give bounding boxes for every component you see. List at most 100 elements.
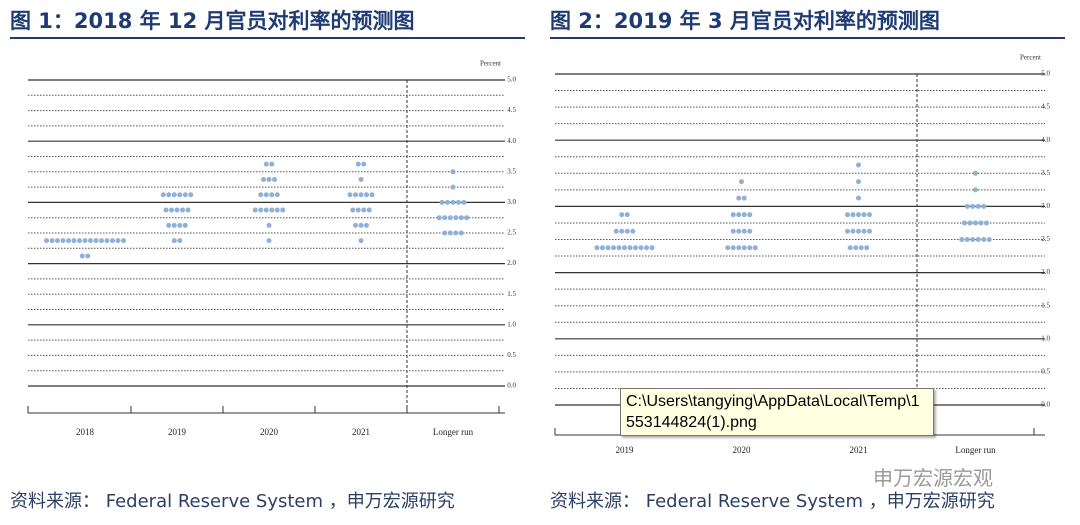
dot bbox=[115, 238, 121, 244]
dot bbox=[984, 220, 989, 226]
dot bbox=[79, 253, 85, 259]
dot bbox=[970, 203, 976, 209]
y-tick-label: 4.5 bbox=[507, 106, 516, 114]
y-tick-label: 1.0 bbox=[1041, 334, 1050, 342]
dot bbox=[174, 207, 180, 213]
dot bbox=[967, 220, 973, 226]
dot bbox=[613, 228, 619, 234]
dot bbox=[853, 245, 859, 251]
x-tick-label: 2019 bbox=[168, 427, 187, 437]
dot bbox=[263, 192, 269, 198]
dot bbox=[171, 222, 177, 228]
dot bbox=[280, 207, 286, 213]
dot bbox=[185, 207, 191, 213]
watermark: 申万宏源宏观 bbox=[873, 466, 993, 490]
dot bbox=[182, 222, 188, 228]
dot bbox=[730, 212, 736, 218]
dot bbox=[978, 220, 984, 226]
y-tick-label: 1.0 bbox=[507, 320, 516, 328]
dot bbox=[55, 238, 60, 244]
x-tick-label: 2020 bbox=[733, 445, 752, 455]
dot bbox=[864, 245, 870, 251]
dot bbox=[986, 237, 992, 242]
dot bbox=[121, 238, 126, 244]
y-tick-label: 2.5 bbox=[1041, 235, 1050, 243]
dot bbox=[450, 184, 456, 190]
dot bbox=[272, 176, 277, 182]
dot bbox=[366, 207, 372, 213]
dot bbox=[169, 207, 174, 213]
dot bbox=[450, 169, 456, 175]
dot bbox=[845, 212, 850, 218]
x-tick-label: 2018 bbox=[76, 427, 95, 437]
dot bbox=[361, 161, 367, 167]
dot bbox=[266, 176, 272, 182]
dot bbox=[177, 238, 183, 244]
dot bbox=[856, 228, 861, 234]
dot bbox=[856, 162, 861, 168]
dot bbox=[464, 215, 470, 221]
x-tick-label: 2021 bbox=[850, 445, 868, 455]
dot bbox=[358, 192, 364, 198]
x-tick-label: Longer run bbox=[955, 445, 996, 455]
dot bbox=[741, 212, 747, 218]
dot bbox=[77, 238, 82, 244]
dot bbox=[619, 228, 625, 234]
dot bbox=[258, 207, 264, 213]
dot bbox=[171, 192, 177, 198]
dot bbox=[619, 212, 625, 218]
chart-title: 图 2：2019 年 3 月官员对利率的预测图 bbox=[550, 9, 940, 33]
y-tick-label: 0.5 bbox=[507, 351, 516, 359]
y-tick-label: 0.0 bbox=[1041, 401, 1050, 409]
dot bbox=[850, 228, 856, 234]
dot bbox=[180, 207, 185, 213]
dot bbox=[973, 187, 978, 193]
dot bbox=[962, 220, 967, 226]
dot bbox=[730, 228, 736, 234]
dot bbox=[263, 161, 269, 167]
dot bbox=[736, 195, 742, 201]
dot bbox=[261, 176, 266, 182]
dot bbox=[624, 212, 630, 218]
dot bbox=[975, 203, 981, 209]
dot bbox=[85, 253, 91, 259]
source: 资料来源： Federal Reserve System ，申万宏源研究 bbox=[550, 491, 995, 512]
y-tick-label: 3.5 bbox=[507, 167, 516, 175]
dot bbox=[970, 237, 976, 242]
dot bbox=[166, 192, 172, 198]
dot bbox=[633, 245, 638, 251]
dot bbox=[741, 245, 747, 251]
dot bbox=[741, 195, 747, 201]
y-tick-label: 2.5 bbox=[507, 229, 516, 237]
dot bbox=[104, 238, 110, 244]
dot bbox=[347, 192, 353, 198]
y-tick-label: 1.5 bbox=[507, 290, 516, 298]
dot bbox=[188, 192, 194, 198]
y-tick-label: 3.0 bbox=[507, 198, 516, 206]
dot bbox=[456, 199, 461, 205]
dot bbox=[442, 230, 448, 236]
dot bbox=[258, 192, 264, 198]
dot bbox=[973, 170, 978, 176]
dot bbox=[856, 212, 861, 218]
dot bbox=[166, 222, 172, 228]
dot bbox=[856, 195, 861, 201]
x-tick-label: Longer run bbox=[433, 427, 474, 437]
y-tick-label: 3.0 bbox=[1041, 202, 1050, 210]
dot bbox=[594, 245, 600, 251]
dot bbox=[461, 199, 467, 205]
dot bbox=[736, 212, 742, 218]
dot bbox=[110, 238, 115, 244]
y-axis-label: Percent bbox=[1020, 54, 1041, 62]
dot bbox=[624, 228, 630, 234]
dot bbox=[439, 199, 445, 205]
dot bbox=[861, 228, 867, 234]
dot bbox=[644, 245, 649, 251]
dot bbox=[252, 207, 258, 213]
dot bbox=[93, 238, 99, 244]
dot bbox=[358, 238, 364, 244]
dot bbox=[88, 238, 93, 244]
chart-title: 图 1：2018 年 12 月官员对利率的预测图 bbox=[10, 9, 415, 33]
